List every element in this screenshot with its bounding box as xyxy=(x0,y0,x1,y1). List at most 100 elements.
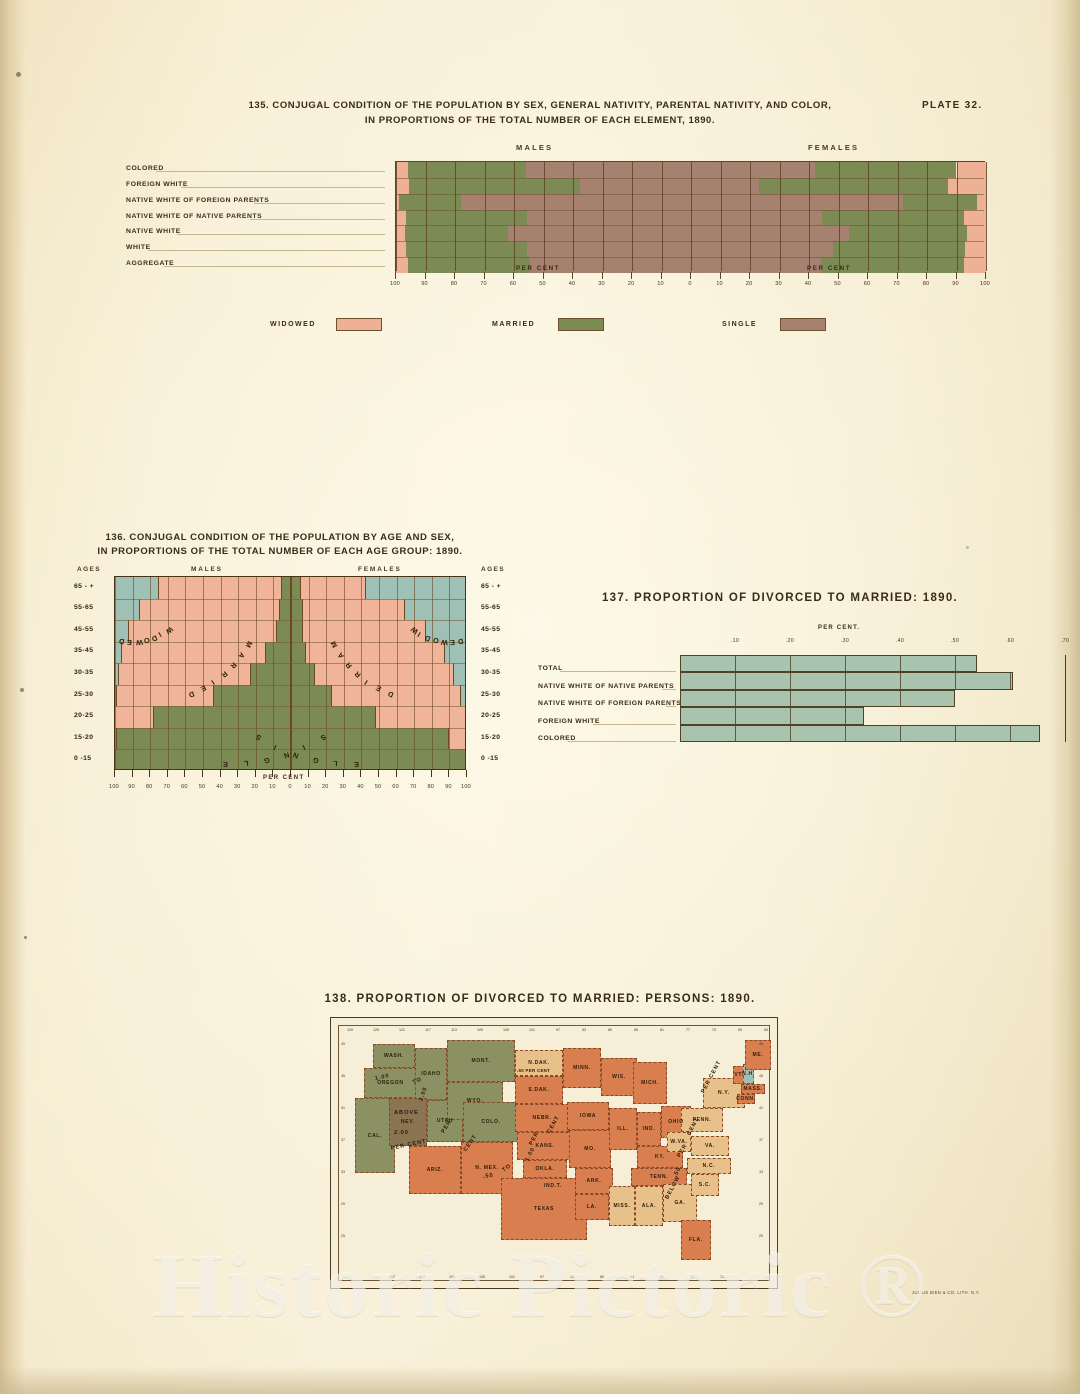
fig135-female-single-segment xyxy=(691,257,821,273)
fig136-male-married-segment xyxy=(118,663,251,685)
fig136-axis-tick xyxy=(290,770,291,777)
map-state[interactable] xyxy=(373,1044,415,1068)
map-state[interactable] xyxy=(517,1132,573,1160)
fig135-axis-tick xyxy=(808,272,809,279)
fig135-axis-tick xyxy=(749,272,750,279)
map-state[interactable] xyxy=(745,1040,771,1070)
fig136-axis-tick-label: 70 xyxy=(163,784,171,790)
fig136-gridline xyxy=(431,577,433,769)
fig137-percent-label: PER CENT. xyxy=(818,625,861,631)
fig135-female-married-segment xyxy=(848,225,967,242)
map-state-label: KY. xyxy=(655,1154,665,1160)
map-state[interactable] xyxy=(609,1186,635,1226)
fig137-bar-gridline xyxy=(845,655,846,673)
fig136-gridline xyxy=(396,577,398,769)
map-state[interactable] xyxy=(523,1160,567,1178)
map-ndak-note: .50 PER CENT xyxy=(517,1068,551,1073)
fig137-bar-gridline xyxy=(790,707,791,725)
fig135-legend: WIDOWED MARRIED SINGLE xyxy=(270,318,870,336)
map-state[interactable] xyxy=(415,1048,447,1100)
map-state[interactable] xyxy=(633,1062,667,1104)
fig136-row-divider xyxy=(115,749,465,751)
map-state[interactable] xyxy=(635,1186,663,1226)
fig135-legend-swatch xyxy=(780,318,827,331)
map-state[interactable] xyxy=(631,1168,687,1186)
fig137-bar-gridline xyxy=(735,707,736,725)
map-state[interactable] xyxy=(691,1136,729,1156)
map-state[interactable] xyxy=(737,1094,755,1104)
fig135-axis-tick xyxy=(690,272,691,279)
map-longitude-tick-top: 121 xyxy=(399,1028,405,1032)
map-latitude-tick-left: 37 xyxy=(341,1138,345,1142)
map-state[interactable] xyxy=(575,1168,613,1194)
map-state-label: NEV. xyxy=(400,1119,416,1125)
map-state[interactable] xyxy=(691,1174,719,1196)
map-state[interactable] xyxy=(409,1146,461,1194)
fig137-bar-gridline xyxy=(955,655,956,673)
map-state-label: PENN. xyxy=(692,1117,712,1123)
fig135-axis-tick-label: 30 xyxy=(598,281,605,287)
fig136-row-divider xyxy=(115,641,465,643)
fig135-row-label: COLORED xyxy=(126,164,164,172)
map-state[interactable] xyxy=(355,1098,395,1173)
fig136-axis-tick-label: 100 xyxy=(461,784,471,790)
map-state-label: S.C. xyxy=(698,1182,712,1188)
map-latitude-tick-right: 29 xyxy=(759,1202,763,1206)
map-state-label: MONT. xyxy=(471,1058,491,1064)
fig135-axis-tick xyxy=(985,272,986,279)
fig136-gridline xyxy=(185,577,187,769)
map-frame[interactable]: WASH. OREGON CAL. IDAHO NEV. UTAH MONT. WYO. COL… xyxy=(330,1017,778,1289)
map-state[interactable] xyxy=(575,1194,609,1220)
map-state[interactable] xyxy=(447,1040,515,1082)
map-state[interactable] xyxy=(681,1108,723,1132)
fig136-axis-tick xyxy=(219,770,221,777)
map-state-label: MICH. xyxy=(641,1080,659,1086)
map-state[interactable] xyxy=(463,1102,519,1142)
fig136-axis-tick xyxy=(325,770,327,777)
fig137-leader-line xyxy=(560,671,676,673)
fig136-age-label-left: 45-55 xyxy=(74,625,94,633)
map-longitude-tick-top: 65 xyxy=(764,1028,768,1032)
fig136-axis-tick-label: 30 xyxy=(339,784,347,790)
map-state[interactable] xyxy=(567,1102,609,1130)
fig136-age-label-right: 0 -15 xyxy=(481,755,499,763)
fig136-age-label-left: 15-20 xyxy=(74,733,94,741)
map-state-label: ILL. xyxy=(617,1126,629,1132)
map-state-label: W.VA. xyxy=(670,1139,688,1145)
fig136-male-married-segment xyxy=(115,706,154,728)
map-state-label: N.H. xyxy=(742,1071,755,1077)
map-state[interactable] xyxy=(515,1076,563,1104)
fig135-axis-tick-label: 0 xyxy=(688,281,692,287)
map-state[interactable] xyxy=(667,1132,691,1152)
fig135-title-line2: IN PROPORTIONS OF THE TOTAL NUMBER OF EA… xyxy=(364,115,716,126)
map-state[interactable] xyxy=(389,1098,427,1146)
map-state[interactable] xyxy=(364,1068,417,1098)
fig136-male-widowed-segment xyxy=(115,663,119,685)
map-state-label: N.Y. xyxy=(718,1090,730,1096)
fig135-axis-tick xyxy=(631,272,632,279)
map-state[interactable] xyxy=(501,1178,587,1240)
fig138-title: 138. PROPORTION OF DIVORCED TO MARRIED: … xyxy=(324,993,756,1005)
map-state[interactable] xyxy=(515,1050,563,1076)
map-state[interactable] xyxy=(741,1084,765,1094)
fig135-female-widowed-segment xyxy=(977,193,986,210)
map-state[interactable] xyxy=(637,1112,661,1146)
map-latitude-tick-left: 49 xyxy=(341,1042,345,1046)
map-state[interactable] xyxy=(687,1158,731,1174)
fig136-age-label-left: 65 - + xyxy=(74,582,94,590)
fig135-male-widowed-segment xyxy=(396,193,399,210)
fig135-female-widowed-segment xyxy=(966,225,986,242)
fig137-bar-gridline xyxy=(955,672,956,690)
map-state[interactable] xyxy=(681,1220,711,1260)
map-longitude-tick-bottom: 81 xyxy=(660,1275,664,1279)
map-state[interactable] xyxy=(609,1108,637,1150)
fig135-leader-line xyxy=(156,170,385,172)
fig136-percent-label: PER CENT xyxy=(263,775,305,781)
fig136-male-married-segment xyxy=(116,684,214,707)
map-state[interactable] xyxy=(563,1048,601,1088)
fig137-bar-gridline xyxy=(1010,672,1011,690)
fig135-male-widowed-segment xyxy=(396,209,407,226)
fig137-bar-gridline xyxy=(845,724,846,742)
fig135-axis-tick-label: 20 xyxy=(745,281,753,287)
map-state-label: LA. xyxy=(586,1204,598,1210)
